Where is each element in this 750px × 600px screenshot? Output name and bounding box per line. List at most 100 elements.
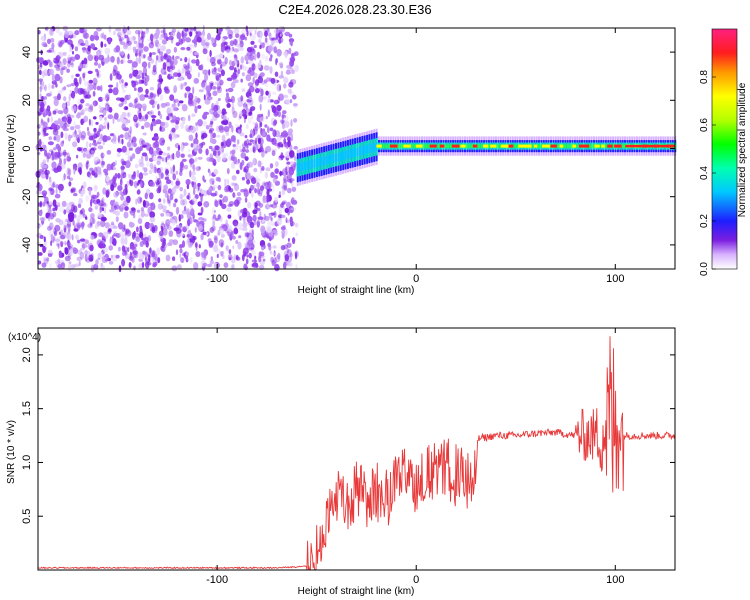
- noise-speckle: [215, 34, 221, 41]
- noise-speckle: [273, 46, 277, 54]
- noise-speckle: [287, 262, 293, 267]
- noise-speckle: [90, 213, 95, 219]
- noise-speckle: [183, 188, 187, 197]
- noise-speckle: [206, 91, 211, 99]
- noise-speckle: [148, 42, 155, 49]
- noise-speckle: [238, 115, 241, 121]
- noise-speckle: [213, 104, 219, 112]
- noise-speckle: [205, 85, 212, 93]
- noise-speckle: [278, 25, 284, 34]
- noise-speckle: [53, 50, 56, 55]
- noise-speckle: [100, 152, 105, 159]
- noise-speckle: [260, 127, 263, 136]
- noise-speckle: [251, 249, 256, 257]
- noise-speckle: [85, 94, 91, 99]
- noise-speckle: [289, 161, 295, 167]
- noise-speckle: [43, 258, 49, 265]
- noise-speckle: [210, 37, 215, 42]
- noise-speckle: [175, 55, 180, 60]
- noise-speckle: [194, 52, 199, 56]
- noise-speckle: [169, 166, 172, 174]
- noise-speckle: [287, 179, 292, 183]
- noise-speckle: [47, 225, 52, 231]
- noise-speckle: [85, 103, 90, 107]
- noise-speckle: [52, 207, 56, 212]
- noise-speckle: [158, 74, 162, 81]
- noise-speckle: [289, 150, 295, 158]
- noise-speckle: [249, 108, 253, 115]
- noise-speckle: [84, 107, 89, 111]
- noise-speckle: [100, 33, 104, 39]
- noise-speckle: [166, 55, 172, 63]
- noise-speckle: [47, 117, 50, 123]
- noise-speckle: [166, 198, 171, 205]
- noise-speckle: [49, 91, 53, 96]
- noise-speckle: [195, 30, 198, 35]
- noise-speckle: [293, 145, 299, 150]
- noise-speckle: [247, 202, 252, 209]
- noise-speckle: [55, 188, 58, 194]
- noise-speckle: [260, 131, 266, 137]
- noise-speckle: [47, 216, 51, 222]
- noise-speckle: [94, 130, 97, 138]
- noise-speckle: [246, 215, 253, 223]
- noise-speckle: [281, 185, 287, 190]
- noise-speckle: [232, 144, 236, 147]
- noise-speckle: [47, 252, 54, 256]
- noise-speckle: [93, 82, 97, 91]
- noise-speckle: [160, 45, 166, 52]
- noise-speckle: [169, 136, 173, 142]
- noise-speckle: [245, 61, 249, 65]
- noise-speckle: [229, 181, 236, 187]
- noise-speckle: [43, 144, 47, 153]
- noise-speckle: [112, 69, 117, 77]
- noise-speckle: [175, 150, 181, 159]
- noise-speckle: [230, 231, 235, 237]
- noise-speckle: [198, 217, 204, 221]
- band-core: [361, 146, 364, 155]
- noise-speckle: [127, 247, 130, 253]
- noise-speckle: [134, 69, 139, 75]
- noise-speckle: [283, 115, 289, 122]
- noise-speckle: [241, 159, 245, 166]
- band-peak: [403, 144, 411, 148]
- noise-speckle: [180, 233, 186, 237]
- noise-speckle: [157, 257, 161, 264]
- noise-speckle: [39, 107, 44, 113]
- noise-speckle: [264, 30, 268, 37]
- x-tick-label: 0: [413, 273, 419, 285]
- noise-speckle: [191, 162, 194, 169]
- noise-speckle: [64, 247, 67, 251]
- noise-speckle: [269, 236, 272, 242]
- band-core: [318, 157, 321, 167]
- noise-speckle: [208, 145, 213, 150]
- noise-speckle: [88, 175, 92, 179]
- noise-speckle: [226, 178, 230, 185]
- noise-speckle: [50, 116, 53, 123]
- band-peak: [585, 144, 590, 148]
- noise-speckle: [160, 213, 165, 217]
- noise-speckle: [139, 145, 143, 151]
- signal-band-layer: [296, 128, 677, 186]
- band-core: [327, 155, 330, 164]
- noise-speckle: [250, 175, 255, 182]
- noise-speckle: [92, 217, 96, 225]
- noise-speckle: [192, 86, 195, 95]
- noise-speckle: [97, 252, 102, 258]
- noise-speckle: [273, 99, 280, 105]
- noise-speckle: [271, 150, 276, 157]
- noise-speckle: [75, 73, 80, 78]
- noise-speckle: [102, 107, 107, 116]
- noise-speckle: [79, 167, 82, 176]
- noise-speckle: [145, 30, 149, 35]
- noise-speckle: [48, 68, 54, 76]
- noise-speckle: [133, 115, 137, 120]
- noise-speckle: [246, 254, 249, 258]
- noise-speckle: [249, 134, 254, 139]
- noise-speckle: [235, 240, 239, 244]
- snr-y-axis-label: SNR (10 * v/v): [6, 420, 17, 484]
- noise-speckle: [145, 75, 150, 83]
- noise-speckle: [133, 40, 138, 45]
- noise-speckle: [37, 252, 43, 256]
- noise-speckle: [202, 120, 207, 127]
